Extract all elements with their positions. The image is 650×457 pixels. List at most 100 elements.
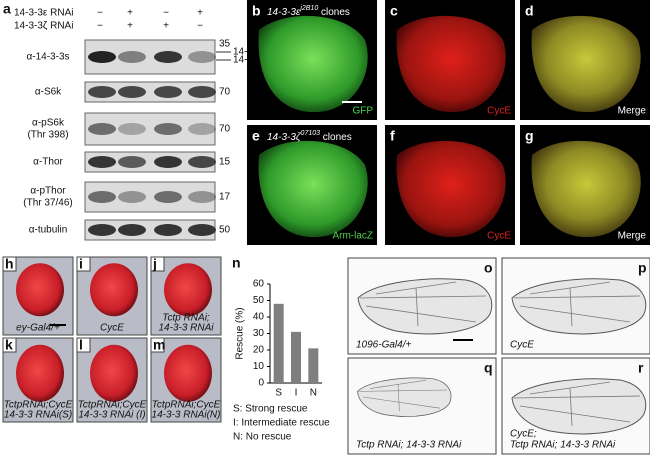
- wing-vein: [358, 389, 448, 392]
- caption: 14-3-3 RNAi (I): [78, 410, 145, 421]
- tissue: [258, 140, 368, 238]
- wing-vein: [415, 287, 419, 327]
- wing-blade: [357, 278, 493, 335]
- panel-label: q: [484, 360, 493, 376]
- band: [188, 123, 216, 135]
- wing-vein: [513, 395, 641, 399]
- wing: [357, 377, 452, 417]
- condition-sign: −: [163, 8, 169, 19]
- band: [88, 191, 116, 203]
- blot: [84, 112, 216, 146]
- condition-sign: +: [163, 21, 169, 32]
- panel-label: b: [252, 3, 261, 19]
- antibody: α-14-3-3s: [26, 52, 69, 63]
- band: [154, 224, 182, 236]
- label-box: [150, 337, 165, 353]
- band: [118, 156, 146, 168]
- size-marker: 50: [219, 225, 231, 236]
- eye: [90, 263, 138, 317]
- x-tick-label: S: [275, 388, 282, 399]
- band: [88, 224, 116, 236]
- caption: Tctp RNAi; 14-3-3 RNAi: [356, 440, 462, 451]
- panel-label: i: [79, 256, 83, 272]
- caption: TctpRNAi;CycE: [78, 400, 147, 411]
- tissue: [531, 15, 641, 113]
- panel-label: p: [638, 260, 647, 276]
- band: [88, 156, 116, 168]
- wing-vein: [359, 295, 487, 299]
- wing-vein: [365, 305, 477, 323]
- tissue: [396, 140, 506, 238]
- condition-sign: −: [97, 21, 103, 32]
- band: [88, 51, 116, 63]
- label-box: [150, 256, 165, 272]
- condition-name: 14-3-3ε RNAi: [14, 8, 73, 19]
- wing: [511, 278, 647, 335]
- band: [154, 123, 182, 135]
- eye: [16, 344, 64, 402]
- bar: [291, 331, 301, 383]
- antibody: α-S6k: [35, 87, 62, 98]
- band: [154, 51, 182, 63]
- condition-sign: −: [97, 8, 103, 19]
- annotation: S: Strong rescue: [233, 404, 308, 415]
- y-tick-label: 60: [253, 279, 265, 290]
- bar: [273, 303, 284, 383]
- caption: 1096-Gal4/+: [356, 340, 411, 351]
- band: [188, 156, 216, 168]
- band: [118, 51, 146, 63]
- panel-label: m: [153, 337, 165, 353]
- y-tick-label: 30: [253, 328, 265, 339]
- y-tick-label: 10: [253, 361, 265, 372]
- panel-label: d: [525, 3, 534, 19]
- condition-sign: −: [197, 21, 203, 32]
- size-marker: 70: [219, 87, 231, 98]
- antibody: (Thr 37/46): [23, 198, 72, 209]
- y-tick-label: 50: [253, 295, 265, 306]
- y-tick-label: 0: [258, 378, 264, 389]
- caption: Merge: [618, 106, 647, 117]
- panel-label: l: [79, 337, 83, 353]
- panel-label: k: [5, 337, 13, 353]
- band: [88, 86, 116, 98]
- size-marker: 70: [219, 124, 231, 135]
- x-tick-label: I: [295, 388, 298, 399]
- tissue: [531, 140, 641, 238]
- condition-name: 14-3-3ζ RNAi: [14, 21, 73, 32]
- antibody: (Thr 398): [27, 130, 68, 141]
- antibody: α-pS6k: [32, 118, 65, 129]
- size-marker: 17: [219, 192, 231, 203]
- panel-label: o: [484, 260, 493, 276]
- wing-blade: [357, 377, 452, 417]
- annotation: I: Intermediate rescue: [233, 418, 330, 429]
- title-part: clones: [320, 132, 352, 143]
- x-tick-label: N: [310, 388, 317, 399]
- caption: Tctp RNAi; 14-3-3 RNAi: [510, 440, 616, 451]
- condition-sign: +: [197, 8, 203, 19]
- wing: [511, 378, 647, 435]
- caption: ey-Gal4/+: [16, 323, 60, 334]
- band: [188, 86, 216, 98]
- panel-label: j: [152, 256, 157, 272]
- caption: CycE: [487, 231, 511, 242]
- band: [154, 191, 182, 203]
- wing-vein: [513, 295, 641, 299]
- eye: [16, 263, 64, 317]
- band: [118, 191, 146, 203]
- caption: 14-3-3 RNAi: [158, 323, 214, 334]
- wing-vein: [397, 384, 400, 412]
- band: [188, 51, 216, 63]
- title-part: 14-3-3ζ: [267, 132, 302, 143]
- size-marker: 15: [219, 157, 231, 168]
- caption: CycE: [100, 323, 124, 334]
- eye: [90, 344, 138, 402]
- band: [154, 86, 182, 98]
- antibody: α-Thor: [33, 157, 63, 168]
- panel-label: a: [3, 1, 11, 17]
- wing-vein: [362, 396, 441, 409]
- wing-vein: [569, 287, 573, 327]
- band: [88, 123, 116, 135]
- y-tick-label: 20: [253, 345, 265, 356]
- panel-label: r: [638, 360, 644, 376]
